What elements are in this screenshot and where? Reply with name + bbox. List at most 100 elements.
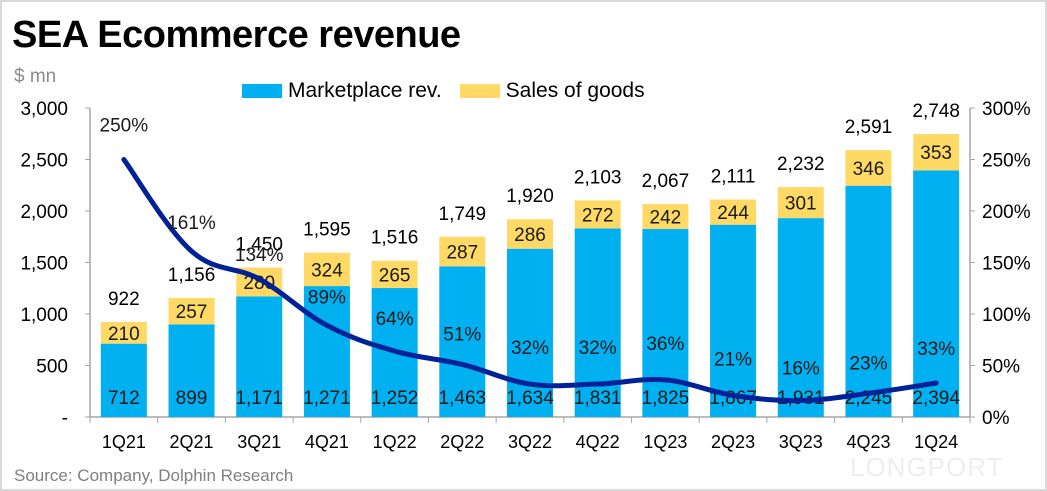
- goods-value-label: 301: [785, 194, 817, 215]
- left-tick-label: -: [62, 408, 68, 429]
- bar-marketplace: [236, 296, 283, 417]
- left-tick-label: 1,000: [20, 305, 68, 326]
- total-value-label: 1,516: [371, 228, 419, 249]
- total-value-label: 2,067: [642, 171, 690, 192]
- x-tick-label: 2Q23: [711, 432, 755, 452]
- right-tick-label: 50%: [982, 357, 1020, 378]
- bar-marketplace: [168, 324, 215, 417]
- marketplace-value-label: 1,831: [574, 388, 622, 409]
- growth-value-label: 161%: [167, 213, 216, 234]
- marketplace-value-label: 1,463: [439, 388, 487, 409]
- x-tick-label: 1Q24: [914, 432, 958, 452]
- growth-value-label: 16%: [782, 359, 820, 380]
- right-tick-label: 250%: [982, 151, 1031, 172]
- goods-value-label: 280: [243, 273, 275, 294]
- goods-value-label: 353: [920, 143, 952, 164]
- total-value-label: 2,232: [777, 154, 825, 175]
- growth-line: [121, 157, 939, 404]
- growth-value-label: 32%: [579, 338, 617, 359]
- bar-goods: [168, 297, 215, 325]
- x-tick-label: 2Q22: [440, 432, 484, 452]
- bar-marketplace: [507, 248, 553, 417]
- bar-marketplace: [642, 229, 689, 417]
- legend-swatch-goods: [459, 84, 500, 98]
- growth-value-label: 51%: [443, 324, 481, 345]
- goods-value-label: 210: [108, 324, 140, 345]
- bar-goods: [303, 252, 350, 287]
- total-value-label: 2,103: [574, 167, 622, 188]
- legend-item-goods: Sales of goods: [459, 79, 645, 103]
- right-tick-label: 300%: [982, 99, 1031, 120]
- left-tick-label: 500: [36, 357, 68, 378]
- marketplace-value-label: 1,634: [506, 388, 554, 409]
- growth-value-label: 33%: [917, 339, 955, 360]
- bar-goods: [642, 204, 689, 230]
- right-tick-label: 150%: [982, 254, 1031, 275]
- goods-value-label: 244: [717, 203, 749, 224]
- growth-value-label: 89%: [308, 287, 346, 308]
- chart-title: SEA Ecommerce revenue: [12, 14, 461, 56]
- bar-marketplace: [913, 170, 960, 417]
- total-value-label: 1,450: [235, 235, 283, 256]
- goods-value-label: 287: [446, 243, 478, 264]
- legend-swatch-marketplace: [242, 84, 282, 98]
- bar-goods: [777, 187, 824, 219]
- x-tick-label: 4Q21: [305, 432, 349, 452]
- marketplace-value-label: 2,394: [912, 388, 960, 409]
- right-tick-label: 0%: [982, 408, 1010, 429]
- x-tick-label: 4Q22: [576, 432, 620, 452]
- marketplace-value-label: 712: [108, 388, 140, 409]
- x-tick-label: 3Q23: [779, 432, 823, 452]
- growth-value-label: 23%: [849, 353, 887, 374]
- bar-marketplace: [710, 224, 757, 417]
- bar-goods: [100, 322, 147, 344]
- bar-goods: [574, 200, 621, 229]
- goods-value-label: 265: [379, 265, 411, 286]
- growth-value-label: 64%: [376, 309, 414, 330]
- x-tick-label: 1Q22: [373, 432, 417, 452]
- left-tick-label: 2,000: [20, 202, 68, 223]
- total-value-label: 1,749: [439, 204, 487, 225]
- bar-goods: [439, 236, 486, 267]
- total-value-label: 1,920: [506, 186, 554, 207]
- bar-marketplace: [439, 266, 486, 417]
- bar-marketplace: [777, 218, 824, 417]
- right-tick-label: 100%: [982, 305, 1031, 326]
- goods-value-label: 272: [582, 205, 614, 226]
- source-note: Source: Company, Dolphin Research: [14, 466, 294, 485]
- goods-value-label: 324: [311, 260, 343, 281]
- total-value-label: 1,156: [168, 265, 216, 286]
- legend: Marketplace rev. Sales of goods: [242, 79, 663, 103]
- left-tick-label: 2,500: [20, 151, 68, 172]
- marketplace-value-label: 1,825: [642, 388, 690, 409]
- total-value-label: 922: [108, 289, 140, 310]
- total-value-label: 1,595: [303, 220, 351, 241]
- legend-label-goods: Sales of goods: [505, 79, 645, 102]
- goods-value-label: 346: [853, 159, 885, 180]
- x-tick-label: 1Q23: [643, 432, 687, 452]
- marketplace-value-label: 1,252: [371, 388, 419, 409]
- x-tick-label: 3Q22: [508, 432, 552, 452]
- bar-marketplace: [100, 343, 147, 417]
- legend-label-marketplace: Marketplace rev.: [288, 79, 442, 102]
- growth-value-label: 250%: [100, 116, 149, 137]
- total-value-label: 2,111: [711, 167, 756, 188]
- marketplace-value-label: 899: [176, 388, 208, 409]
- x-tick-label: 2Q21: [170, 432, 214, 452]
- total-value-label: 2,748: [912, 101, 960, 122]
- marketplace-value-label: 1,171: [235, 388, 283, 409]
- legend-item-marketplace: Marketplace rev.: [242, 79, 442, 103]
- x-tick-label: 1Q21: [102, 432, 146, 452]
- marketplace-value-label: 1,271: [303, 388, 351, 409]
- bar-goods: [710, 199, 757, 225]
- bar-marketplace: [845, 185, 892, 417]
- goods-value-label: 257: [176, 302, 208, 323]
- bar-goods: [507, 219, 553, 249]
- x-tick-label: 3Q21: [237, 432, 281, 452]
- bar-goods: [913, 134, 960, 171]
- bar-goods: [845, 150, 892, 186]
- growth-value-label: 32%: [511, 338, 549, 359]
- left-tick-label: 1,500: [20, 254, 68, 275]
